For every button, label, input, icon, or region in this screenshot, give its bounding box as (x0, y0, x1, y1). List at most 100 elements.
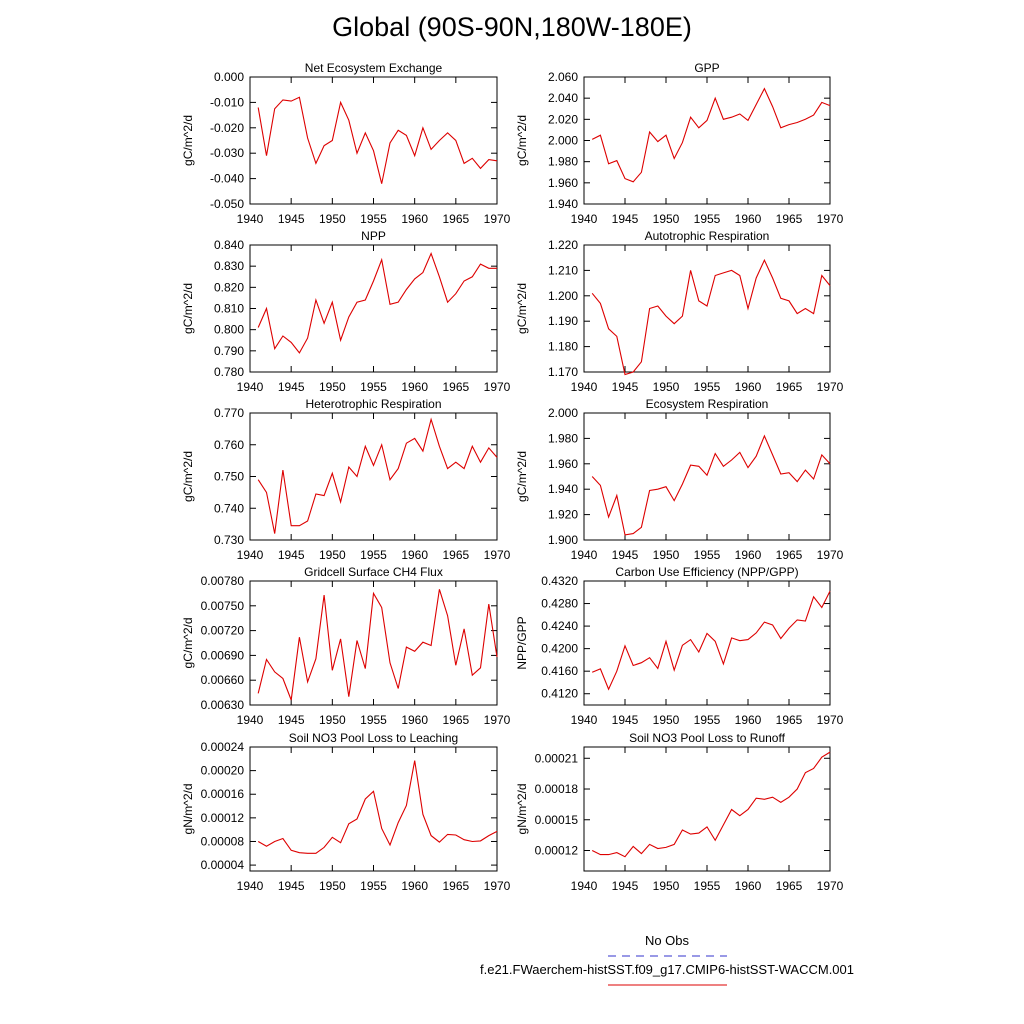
x-tick-label: 1955 (694, 879, 721, 893)
y-axis-label: NPP/GPP (515, 616, 529, 669)
series-line (257, 96, 498, 184)
x-tick-label: 1945 (612, 548, 639, 562)
x-tick-label: 1955 (360, 548, 387, 562)
y-tick-label: 0.00021 (535, 751, 579, 765)
y-tick-label: 0.4120 (541, 687, 578, 701)
plot-frame (249, 412, 498, 541)
chart-title: Soil NO3 Pool Loss to Leaching (289, 731, 458, 745)
y-tick-label: 0.00018 (535, 782, 579, 796)
y-tick-label: 0.790 (214, 344, 244, 358)
y-tick-label: 2.000 (548, 134, 578, 148)
x-tick-label: 1965 (776, 548, 803, 562)
x-tick-label: 1955 (360, 380, 387, 394)
y-tick-label: 0.780 (214, 365, 244, 379)
chart-panel: Autotrophic Respiration gC/m^2/d 1.220 1.21… (515, 229, 844, 394)
x-tick-label: 1965 (442, 879, 469, 893)
x-tick-label: 1940 (237, 212, 264, 226)
chart-title: Gridcell Surface CH4 Flux (304, 565, 443, 579)
x-tick-label: 1955 (694, 548, 721, 562)
chart-panel: Soil NO3 Pool Loss to Leaching gN/m^2/d 0.… (181, 731, 511, 893)
y-tick-label: 1.960 (548, 457, 578, 471)
chart-panel: NPP gC/m^2/d 0.840 0.830 0.820 0.810 0.800 0.79… (181, 229, 511, 394)
series-line (257, 589, 498, 701)
y-tick-label: 0.810 (214, 302, 244, 316)
x-tick-label: 1960 (735, 548, 762, 562)
x-tick-label: 1945 (278, 380, 305, 394)
x-tick-label: 1965 (776, 879, 803, 893)
x-tick-label: 1950 (319, 548, 346, 562)
y-tick-label: 0.740 (214, 501, 244, 515)
x-tick-label: 1960 (401, 212, 428, 226)
y-tick-label: 0.4200 (541, 642, 578, 656)
x-tick-label: 1940 (571, 380, 598, 394)
x-tick-label: 1945 (612, 380, 639, 394)
y-tick-label: 0.4280 (541, 597, 578, 611)
plot-frame (249, 76, 498, 205)
y-tick-label: 1.170 (548, 365, 578, 379)
y-tick-label: 0.00024 (201, 740, 245, 754)
x-tick-label: 1970 (817, 212, 844, 226)
y-tick-label: 0.00750 (201, 599, 245, 613)
x-tick-label: 1970 (817, 380, 844, 394)
x-tick-label: 1965 (776, 380, 803, 394)
y-tick-label: 0.840 (214, 238, 244, 252)
x-tick-label: 1965 (442, 380, 469, 394)
y-tick-label: 0.00020 (201, 764, 245, 778)
x-tick-label: 1960 (401, 713, 428, 727)
x-tick-label: 1965 (442, 548, 469, 562)
series-line (257, 251, 497, 354)
y-tick-label: 0.770 (214, 406, 244, 420)
y-axis-label: gC/m^2/d (181, 451, 195, 502)
x-tick-label: 1950 (319, 879, 346, 893)
x-tick-label: 1970 (484, 713, 511, 727)
y-tick-label: 1.940 (548, 482, 578, 496)
series-line (591, 258, 831, 376)
y-tick-label: 1.940 (548, 197, 578, 211)
y-axis-label: gC/m^2/d (515, 451, 529, 502)
y-tick-label: 1.190 (548, 314, 578, 328)
y-tick-label: 1.920 (548, 508, 578, 522)
x-tick-label: 1960 (735, 713, 762, 727)
chart-panel: Gridcell Surface CH4 Flux gC/m^2/d 0.00780… (181, 565, 511, 727)
chart-panel: Heterotrophic Respiration gC/m^2/d 0.770 0.… (181, 397, 511, 562)
y-tick-label: 0.4320 (541, 574, 578, 588)
x-tick-label: 1970 (484, 879, 511, 893)
y-tick-label: 2.000 (548, 406, 578, 420)
y-tick-label: -0.050 (210, 197, 244, 211)
series-line (591, 87, 831, 183)
x-tick-label: 1945 (278, 212, 305, 226)
x-tick-label: 1950 (653, 548, 680, 562)
y-tick-label: 1.980 (548, 431, 578, 445)
x-tick-label: 1960 (401, 380, 428, 394)
x-tick-label: 1950 (653, 380, 680, 394)
legend: No Obs f.e21.FWaerchem-histSST.f09_g17.CM… (480, 933, 854, 986)
y-tick-label: 0.00015 (535, 813, 579, 827)
y-tick-label: -0.030 (210, 146, 244, 160)
chart-title: GPP (694, 61, 719, 75)
x-tick-label: 1955 (694, 713, 721, 727)
series-line (257, 417, 498, 534)
chart-title: Ecosystem Respiration (646, 397, 769, 411)
plot-frame (583, 746, 831, 872)
x-tick-label: 1950 (319, 212, 346, 226)
y-tick-label: 0.00720 (201, 624, 245, 638)
y-tick-label: 0.820 (214, 280, 244, 294)
x-tick-label: 1965 (442, 212, 469, 226)
x-tick-label: 1970 (817, 879, 844, 893)
x-tick-label: 1955 (360, 879, 387, 893)
y-tick-label: 0.00016 (201, 787, 245, 801)
x-tick-label: 1945 (612, 713, 639, 727)
plot-frame (249, 746, 498, 872)
y-axis-label: gC/m^2/d (515, 115, 529, 166)
x-tick-label: 1965 (442, 713, 469, 727)
y-tick-label: 0.00012 (535, 844, 579, 858)
x-tick-label: 1940 (571, 548, 598, 562)
chart-title: Soil NO3 Pool Loss to Runoff (629, 731, 786, 745)
x-tick-label: 1945 (278, 879, 305, 893)
y-tick-label: -0.040 (210, 172, 244, 186)
y-tick-label: 0.750 (214, 470, 244, 484)
y-tick-label: 0.00630 (201, 698, 245, 712)
chart-panel: GPP gC/m^2/d 2.060 2.040 2.020 2.000 1.980 1.96… (515, 61, 844, 226)
x-tick-label: 1950 (319, 713, 346, 727)
y-tick-label: 0.00008 (201, 834, 245, 848)
